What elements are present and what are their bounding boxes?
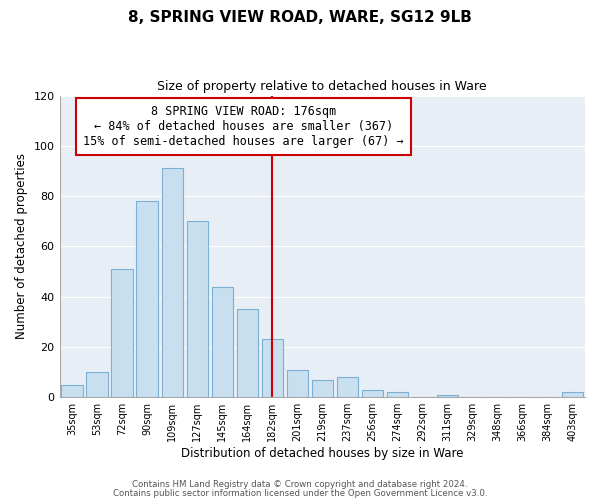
Bar: [311, 380, 333, 397]
Bar: [287, 370, 308, 397]
Bar: [112, 269, 133, 397]
Bar: [437, 394, 458, 397]
Bar: [136, 201, 158, 397]
Bar: [362, 390, 383, 397]
Bar: [387, 392, 408, 397]
Bar: [86, 372, 108, 397]
Text: 8, SPRING VIEW ROAD, WARE, SG12 9LB: 8, SPRING VIEW ROAD, WARE, SG12 9LB: [128, 10, 472, 25]
Bar: [161, 168, 183, 397]
Text: 8 SPRING VIEW ROAD: 176sqm
← 84% of detached houses are smaller (367)
15% of sem: 8 SPRING VIEW ROAD: 176sqm ← 84% of deta…: [83, 104, 404, 148]
Bar: [262, 340, 283, 397]
Bar: [337, 377, 358, 397]
Title: Size of property relative to detached houses in Ware: Size of property relative to detached ho…: [157, 80, 487, 93]
X-axis label: Distribution of detached houses by size in Ware: Distribution of detached houses by size …: [181, 447, 464, 460]
Bar: [187, 221, 208, 397]
Text: Contains HM Land Registry data © Crown copyright and database right 2024.: Contains HM Land Registry data © Crown c…: [132, 480, 468, 489]
Text: Contains public sector information licensed under the Open Government Licence v3: Contains public sector information licen…: [113, 488, 487, 498]
Y-axis label: Number of detached properties: Number of detached properties: [15, 154, 28, 340]
Bar: [236, 309, 258, 397]
Bar: [562, 392, 583, 397]
Bar: [212, 286, 233, 397]
Bar: [61, 384, 83, 397]
